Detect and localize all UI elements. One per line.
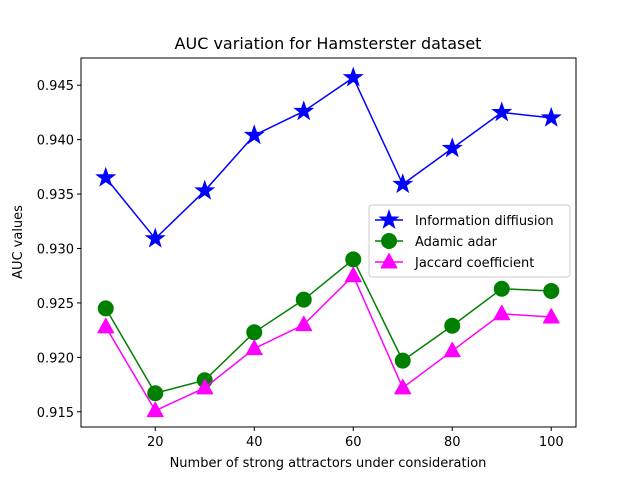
- series-1: [95, 66, 562, 248]
- chart-title: AUC variation for Hamsterster dataset: [175, 34, 482, 53]
- series-line: [105, 258, 552, 395]
- data-point: [491, 101, 513, 122]
- x-tick-label: 80: [444, 435, 461, 450]
- x-tick-label: 40: [246, 435, 263, 450]
- data-point: [196, 378, 214, 395]
- y-tick-label: 0.915: [37, 406, 74, 421]
- series-line: [105, 274, 552, 412]
- data-point: [246, 324, 263, 341]
- y-tick-label: 0.930: [37, 242, 74, 257]
- y-axis-label: AUC values: [11, 205, 26, 279]
- y-tick-label: 0.920: [37, 351, 74, 366]
- data-point: [493, 280, 510, 297]
- data-point: [293, 100, 315, 121]
- data-point: [344, 266, 362, 283]
- data-point: [394, 378, 412, 395]
- data-point: [295, 315, 313, 332]
- x-tick-label: 60: [345, 435, 362, 450]
- series-line: [105, 76, 552, 240]
- legend-label: Information diffiusion: [415, 214, 554, 229]
- legend-box: [368, 204, 571, 278]
- x-tick-label: 20: [147, 435, 164, 450]
- x-tick-label: 100: [539, 435, 564, 450]
- data-point: [144, 227, 166, 248]
- y-tick-label: 0.925: [37, 297, 74, 312]
- data-point: [345, 251, 362, 268]
- data-point: [543, 282, 560, 299]
- data-point: [392, 173, 414, 194]
- axis-ticks: 20 40 60 80 100 0.915 0.920 0.925 0.930 0.935 0.94…: [37, 79, 564, 450]
- data-point: [540, 106, 562, 127]
- data-point: [146, 401, 164, 418]
- data-point: [95, 166, 117, 187]
- data-point: [97, 300, 114, 317]
- data-point: [194, 179, 216, 200]
- plot-frame: [80, 57, 577, 428]
- data-point: [444, 317, 461, 334]
- data-point: [493, 304, 511, 321]
- data-point: [245, 339, 263, 356]
- legend-label: Jaccard coefficient: [414, 256, 534, 271]
- series-layer: [95, 66, 562, 418]
- legend-marker: [381, 233, 397, 249]
- data-point: [147, 385, 164, 402]
- data-point: [97, 317, 115, 334]
- data-point: [542, 308, 560, 324]
- legend-marker: [380, 253, 398, 269]
- data-point: [443, 341, 461, 358]
- data-point: [394, 352, 411, 369]
- legend-marker: [378, 208, 400, 229]
- data-point: [342, 66, 364, 87]
- series-2: [97, 251, 560, 402]
- y-tick-label: 0.940: [37, 134, 74, 149]
- legend: Information diffiusion Adamic adar Jaccard…: [368, 204, 571, 278]
- data-point: [441, 137, 463, 158]
- y-tick-label: 0.945: [37, 79, 74, 94]
- y-tick-label: 0.935: [37, 188, 74, 203]
- x-axis-label: Number of strong attractors under consid…: [170, 456, 487, 471]
- series-3: [97, 266, 560, 418]
- data-point: [243, 124, 265, 145]
- data-point: [295, 291, 312, 308]
- legend-label: Adamic adar: [415, 235, 498, 250]
